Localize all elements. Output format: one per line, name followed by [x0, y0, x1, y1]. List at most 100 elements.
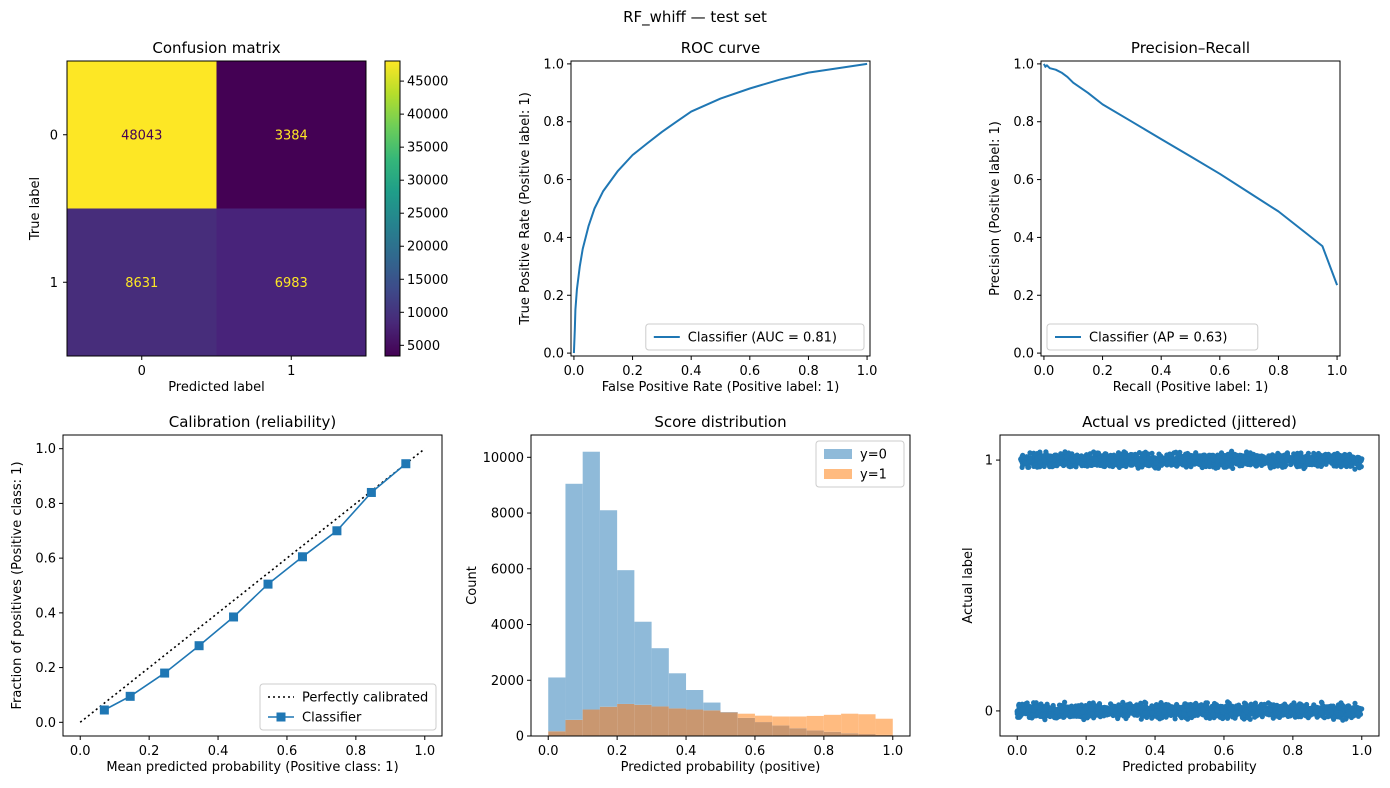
- scatter-point: [1187, 711, 1193, 717]
- histogram-overlap-bar: [634, 704, 652, 736]
- scatter-point: [1164, 703, 1170, 709]
- scatter-point: [1182, 460, 1188, 466]
- scatter-point: [1356, 464, 1362, 470]
- scatter-point: [1144, 461, 1151, 467]
- histogram-overlap-bar: [720, 712, 738, 736]
- scatter-series-1: [1018, 448, 1365, 472]
- colorbar-tick-label: 20000: [407, 240, 448, 255]
- histogram-bar-y0: [617, 570, 635, 704]
- cell-value-label: 8631: [125, 276, 158, 291]
- scatter-point: [1033, 704, 1039, 710]
- scatter-point: [1079, 709, 1086, 716]
- histogram-bar-y0: [686, 690, 704, 710]
- scatter-point: [1214, 707, 1220, 714]
- colorbar-tick-label: 10000: [407, 306, 448, 321]
- calibration-panel: Calibration (reliability) 0.0 0.2 0.4 0.6 0.8…: [10, 413, 443, 775]
- scatter-point: [1027, 450, 1033, 456]
- scatter-point: [1232, 715, 1238, 721]
- x-tick-label: 1.0: [857, 364, 878, 379]
- scatter-point: [1139, 704, 1146, 710]
- scatter-point: [1101, 456, 1107, 462]
- scatter-point: [1034, 464, 1040, 470]
- scatter-point: [1228, 711, 1234, 718]
- scatter-point: [1024, 700, 1030, 706]
- y-tick-label: 0: [516, 730, 524, 745]
- scatter-point: [1095, 706, 1101, 712]
- x-tick-label: 0.4: [676, 744, 697, 759]
- y-tick-label: 2000: [491, 674, 524, 689]
- legend-label: y=0: [860, 448, 887, 463]
- scatter-point: [1081, 456, 1087, 462]
- scatter-point: [1109, 708, 1115, 714]
- scatter-point: [1149, 715, 1155, 721]
- scatter-point: [1182, 456, 1189, 462]
- axes-frame: [999, 434, 1380, 737]
- y-tick-label: 0.4: [543, 231, 564, 246]
- legend-box: [645, 323, 865, 351]
- y-tick-label: 0: [985, 704, 993, 719]
- scatter-point: [1114, 453, 1120, 460]
- histogram-overlap-bar: [841, 733, 859, 736]
- scatter-point: [1251, 455, 1257, 461]
- y-tick-label: 0.6: [1013, 173, 1034, 188]
- x-tick-label: 0.8: [814, 744, 835, 759]
- histogram-bar-y0: [599, 510, 618, 707]
- scatter-point: [1327, 707, 1333, 713]
- y-tick-label: 1.0: [35, 442, 56, 457]
- classifier-marker: [366, 487, 376, 497]
- scatter-point: [1144, 714, 1150, 721]
- matrix-cell: [67, 208, 217, 356]
- scatter-point: [1206, 463, 1213, 470]
- x-axis-label: False Positive Rate (Positive label: 1): [602, 380, 840, 395]
- scatter-point: [1261, 454, 1267, 460]
- scatter-point: [1206, 452, 1212, 458]
- scatter-point: [1349, 463, 1355, 469]
- y-tick-label: 10000: [483, 451, 524, 466]
- classifier-marker: [401, 459, 411, 469]
- x-tick-label: 0.4: [1151, 364, 1172, 379]
- scatter-point: [1218, 450, 1225, 456]
- scatter-point: [1321, 714, 1327, 720]
- scatter-point: [1134, 702, 1140, 708]
- scatter-point: [1072, 462, 1078, 468]
- axes-frame: [1040, 60, 1341, 357]
- scatter-point: [1017, 713, 1023, 719]
- scatter-point: [1240, 712, 1246, 718]
- x-tick-label: 0.6: [1209, 364, 1230, 379]
- x-tick-label: 0.8: [1268, 364, 1289, 379]
- x-tick-label: 0.6: [745, 744, 766, 759]
- histogram-bar-y0: [582, 451, 600, 710]
- y-tick-label: 0.2: [543, 289, 564, 304]
- scatter-point: [1211, 700, 1218, 707]
- scatter-point: [1171, 709, 1177, 715]
- x-tick-label: 0.2: [1076, 744, 1097, 759]
- scatter-point: [1331, 714, 1337, 721]
- histogram-bar-y0: [565, 483, 583, 720]
- scatter-point: [1022, 460, 1029, 466]
- scatter-point: [1066, 450, 1072, 456]
- y-tick-label: 0.0: [543, 347, 564, 362]
- scatter-point: [1350, 454, 1356, 460]
- legend-label: Perfectly calibrated: [302, 691, 428, 706]
- y-tick-label: 0.0: [1013, 347, 1034, 362]
- scatter-point: [1181, 711, 1187, 717]
- scatter-point: [1163, 714, 1169, 720]
- scatter-point: [1074, 458, 1080, 464]
- histogram-overlap-bar: [789, 728, 807, 736]
- x-tick-label: 0.2: [607, 744, 628, 759]
- y-tick-label: 6000: [491, 562, 524, 577]
- scatter-point: [1149, 710, 1155, 716]
- classifier-marker: [297, 552, 307, 562]
- x-tick-label: 0.6: [739, 364, 760, 379]
- scatter-point: [1355, 710, 1361, 716]
- histogram-overlap-bar: [582, 709, 600, 736]
- scatter-point: [1041, 463, 1047, 469]
- histogram-overlap-bar: [806, 730, 824, 736]
- scatter-point: [1161, 709, 1167, 715]
- x-tick-label: 0.0: [1007, 744, 1028, 759]
- legend-swatch: [824, 449, 852, 459]
- scatter-point: [1314, 714, 1320, 720]
- scatter-point: [1325, 714, 1331, 720]
- y-tick-label: 1.0: [543, 57, 564, 72]
- scatter-point: [1143, 700, 1149, 706]
